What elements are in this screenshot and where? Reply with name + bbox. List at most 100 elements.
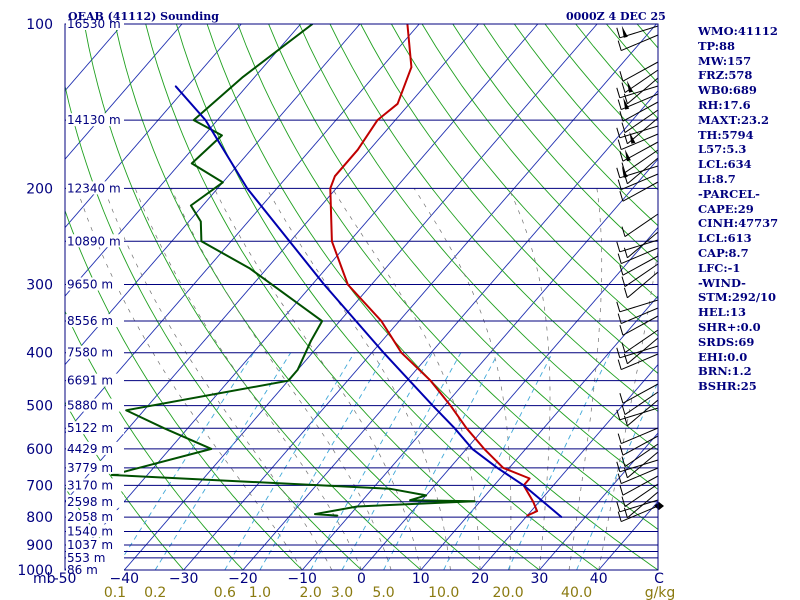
temperature-profile-point bbox=[502, 467, 505, 469]
dewpoint-profile-point bbox=[473, 500, 476, 503]
wind-barb-flag bbox=[621, 122, 626, 133]
height-label: 8556 m bbox=[67, 314, 113, 328]
moist-adiabat-line bbox=[332, 188, 481, 570]
dewpoint-profile-point bbox=[163, 427, 165, 430]
dewpoint-profile-point bbox=[314, 513, 316, 515]
height-label-bg bbox=[66, 441, 124, 455]
wind-barb-flag bbox=[616, 501, 621, 512]
mixing-ratio-tick-label: 3.0 bbox=[331, 585, 353, 600]
wind-barb-flag bbox=[616, 167, 621, 178]
temperature-profile-point bbox=[400, 351, 403, 354]
moist-adiabat-line bbox=[598, 248, 658, 570]
wind-barb-staff bbox=[619, 499, 659, 513]
mixing-ratio-line bbox=[259, 352, 387, 570]
wind-barb-staff bbox=[619, 299, 659, 313]
isotherm-line bbox=[301, 158, 658, 570]
pressure-tick-label: 500 bbox=[26, 399, 53, 415]
isotherm-line bbox=[0, 24, 4, 570]
sounding-parameter: FRZ:578 bbox=[698, 68, 753, 83]
height-label: 4429 m bbox=[67, 442, 113, 456]
sounding-parameter: BRN:1.2 bbox=[698, 364, 752, 379]
sounding-parameter: LI:8.7 bbox=[698, 171, 736, 186]
pressure-tick-label: 900 bbox=[26, 538, 53, 554]
temperature-profile-point bbox=[532, 501, 534, 503]
wind-barb-flag bbox=[623, 467, 628, 478]
dewpoint-profile-point bbox=[222, 181, 224, 184]
wind-barb-flag bbox=[616, 409, 621, 420]
wind-barb-flag bbox=[617, 313, 622, 324]
wind-barb-flag bbox=[616, 87, 621, 98]
parcel-profile-point bbox=[453, 427, 456, 430]
sounding-parameter: L57:5.3 bbox=[698, 142, 747, 157]
height-label: 1540 m bbox=[67, 524, 113, 538]
pressure-tick-label: 200 bbox=[26, 181, 53, 197]
height-label-bg bbox=[66, 113, 124, 127]
mixing-ratio-line bbox=[576, 381, 658, 570]
height-label-bg bbox=[66, 421, 124, 435]
height-label: 6691 m bbox=[67, 374, 113, 388]
dry-adiabat-line bbox=[145, 24, 540, 570]
isotherm-line bbox=[242, 89, 658, 570]
temperature-profile-point bbox=[429, 379, 432, 382]
sounding-parameter: HEL:13 bbox=[698, 305, 746, 320]
wind-barb-staff bbox=[622, 255, 659, 276]
sounding-parameter: MW:157 bbox=[698, 53, 752, 68]
isotherm-line bbox=[479, 363, 658, 570]
height-label-bg bbox=[66, 563, 124, 576]
isotherm-line bbox=[65, 24, 242, 229]
moist-adiabat-line bbox=[170, 188, 392, 570]
wind-barb-flag bbox=[621, 456, 626, 467]
sounding-parameter: LCL:613 bbox=[698, 231, 752, 246]
wind-barb-staff bbox=[622, 101, 659, 122]
moist-adiabat-line bbox=[76, 188, 303, 570]
wind-barb-flag bbox=[619, 325, 624, 336]
isotherm-line bbox=[420, 295, 658, 570]
valid-time: 0000Z 4 DEC 25 bbox=[566, 10, 666, 23]
dewpoint-profile-point bbox=[191, 162, 193, 165]
pressure-tick-label: 600 bbox=[26, 442, 53, 458]
dewpoint-profile-point bbox=[287, 379, 290, 382]
temperature-profile-point bbox=[528, 477, 531, 480]
sounding-parameter: WMO:41112 bbox=[698, 24, 778, 38]
sounding-parameter: TP:88 bbox=[698, 38, 736, 53]
temperature-profile-point bbox=[376, 119, 379, 121]
wind-barb-staff bbox=[624, 443, 659, 468]
dewpoint-profile-point bbox=[296, 369, 299, 371]
parcel-profile-point bbox=[323, 283, 325, 286]
wind-barbs bbox=[616, 25, 664, 523]
dewpoint-profile-point bbox=[242, 76, 244, 78]
mixing-ratio-tick-label: 1.0 bbox=[249, 585, 271, 600]
height-label-bg bbox=[66, 17, 124, 30]
sounding-parameter: STM:292/10 bbox=[698, 290, 777, 305]
wind-barb-staff bbox=[619, 85, 659, 99]
height-label: 3779 m bbox=[67, 461, 113, 475]
sounding-parameter: SHR+:0.0 bbox=[698, 319, 761, 334]
wind-barb-staff bbox=[621, 173, 659, 191]
parcel-profile-point bbox=[522, 484, 525, 487]
temperature-profile-point bbox=[331, 240, 333, 243]
wind-barb-staff bbox=[619, 345, 659, 359]
wind-barb-pennant bbox=[624, 149, 631, 162]
height-label-bg bbox=[66, 345, 124, 359]
height-label-bg bbox=[66, 460, 124, 474]
parcel-profile-point bbox=[560, 516, 563, 518]
dewpoint-profile-point bbox=[310, 339, 312, 342]
wind-barb-flag bbox=[616, 27, 621, 38]
temperature-profile-point bbox=[396, 103, 399, 105]
wind-barb-flag bbox=[616, 241, 621, 252]
wind-barb-staff bbox=[622, 435, 659, 456]
height-label-bg bbox=[66, 234, 124, 248]
dewpoint-profile-line bbox=[110, 24, 476, 517]
wind-barb-flag bbox=[616, 301, 621, 312]
sounding-parameter: CINH:47737 bbox=[698, 216, 779, 231]
dewpoint-profile-point bbox=[321, 320, 323, 322]
temperature-profile-point bbox=[483, 448, 486, 450]
wind-barb-flag bbox=[623, 287, 628, 298]
height-label: 5122 m bbox=[67, 421, 113, 435]
wind-barb-staff bbox=[621, 505, 659, 523]
mixing-ratio-line bbox=[507, 352, 611, 570]
temperature-profile-point bbox=[347, 283, 349, 286]
dewpoint-profile-point bbox=[192, 119, 195, 121]
wind-barb-staff bbox=[621, 427, 659, 445]
mixing-ratio-tick-label: 2.0 bbox=[299, 585, 321, 600]
